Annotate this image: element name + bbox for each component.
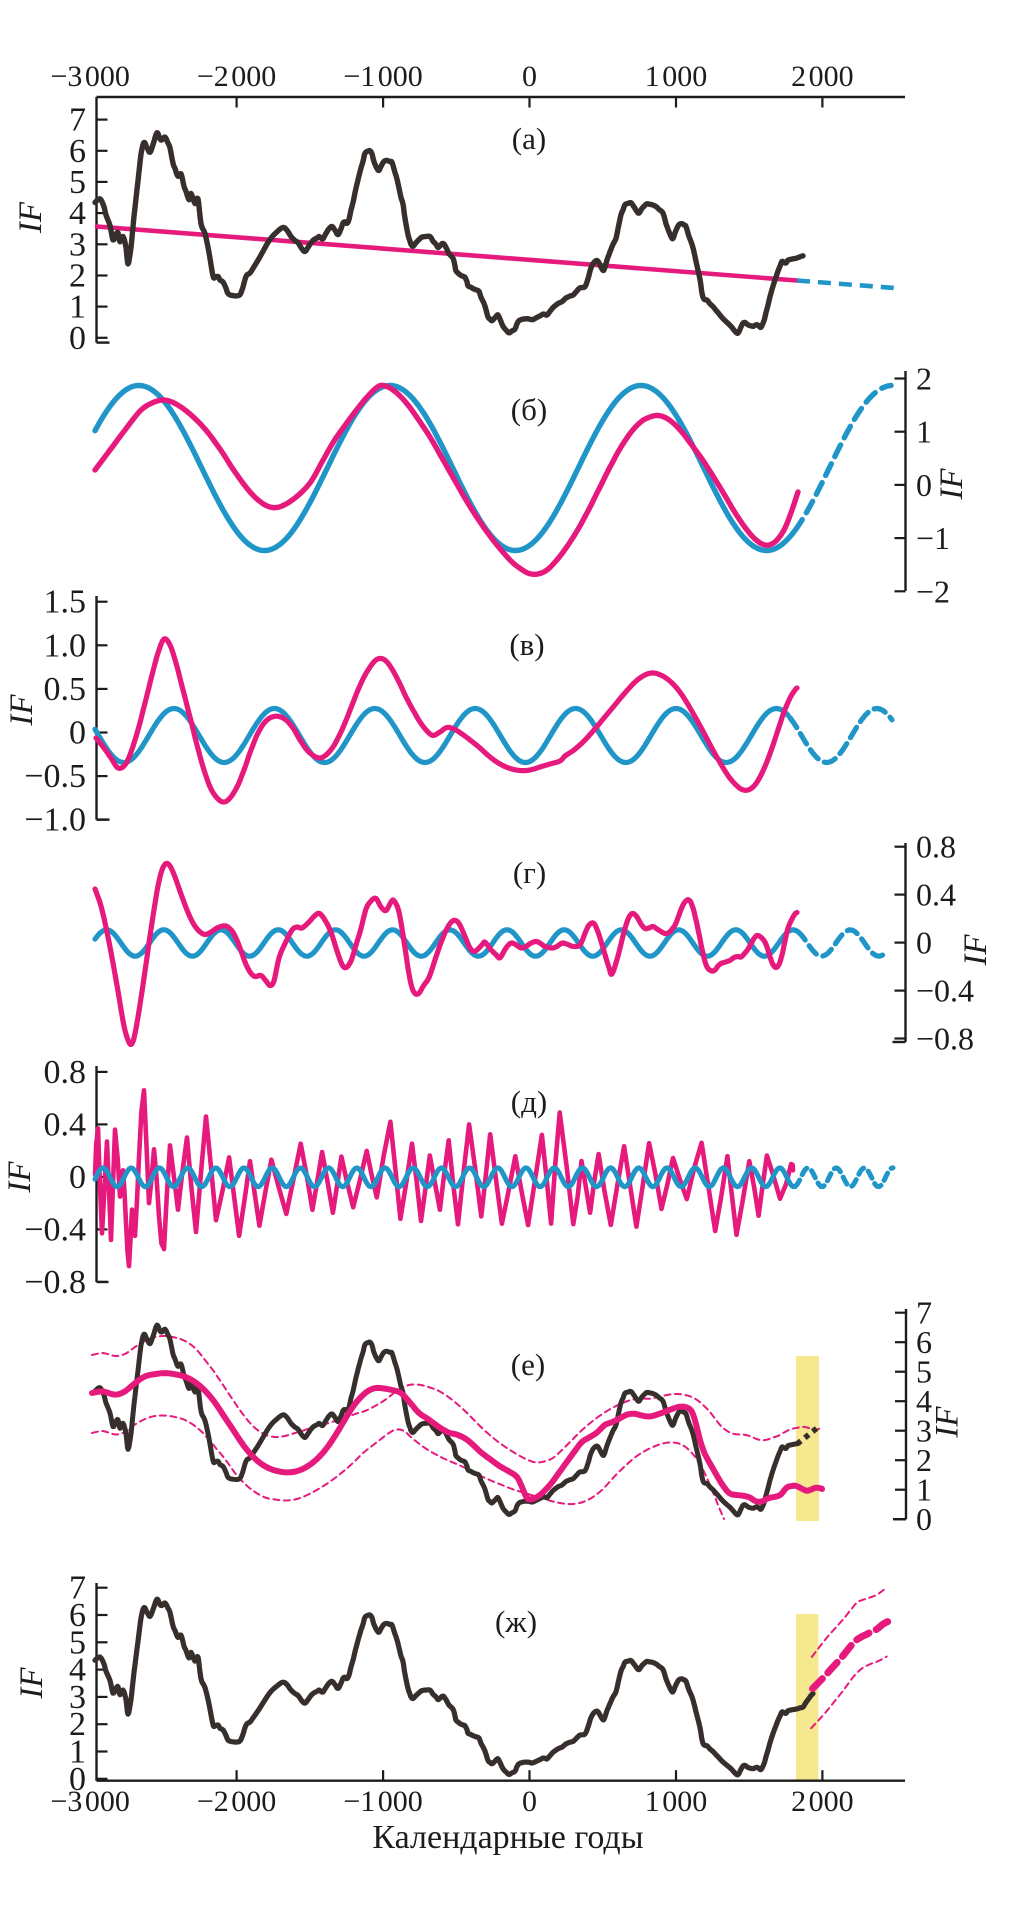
svg-text:−1: −1 xyxy=(916,520,950,556)
svg-text:2: 2 xyxy=(916,361,932,397)
svg-text:1: 1 xyxy=(916,1472,932,1508)
svg-text:IF: IF xyxy=(14,1667,50,1700)
svg-text:3: 3 xyxy=(916,1413,932,1449)
svg-text:5: 5 xyxy=(69,164,86,201)
svg-text:1: 1 xyxy=(69,1734,86,1771)
svg-text:IF: IF xyxy=(2,1161,38,1194)
svg-text:5: 5 xyxy=(69,1624,86,1661)
svg-text:0: 0 xyxy=(69,715,86,752)
svg-text:4: 4 xyxy=(916,1383,932,1419)
svg-text:2: 2 xyxy=(69,1706,86,1743)
svg-text:3: 3 xyxy=(69,226,86,263)
svg-text:−0.4: −0.4 xyxy=(24,1211,86,1248)
svg-text:−2: −2 xyxy=(916,573,950,609)
svg-text:0.8: 0.8 xyxy=(44,1054,87,1091)
svg-text:1.0: 1.0 xyxy=(44,627,87,664)
svg-text:7: 7 xyxy=(69,102,86,139)
svg-text:Календарные годы: Календарные годы xyxy=(372,1819,643,1856)
svg-text:1 000: 1 000 xyxy=(645,60,708,93)
svg-text:2 000: 2 000 xyxy=(791,1785,854,1818)
svg-text:−3 000: −3 000 xyxy=(50,60,129,93)
svg-text:0: 0 xyxy=(522,1785,537,1818)
svg-text:−2 000: −2 000 xyxy=(197,1785,276,1818)
svg-text:0.5: 0.5 xyxy=(44,671,87,708)
svg-text:7: 7 xyxy=(916,1295,932,1331)
svg-text:(а): (а) xyxy=(512,121,546,156)
svg-text:6: 6 xyxy=(916,1324,932,1360)
svg-text:1.5: 1.5 xyxy=(44,584,87,621)
svg-text:IF: IF xyxy=(934,468,970,501)
svg-text:−2 000: −2 000 xyxy=(197,60,276,93)
svg-text:2: 2 xyxy=(69,258,86,295)
svg-text:0.4: 0.4 xyxy=(916,877,956,913)
svg-text:3: 3 xyxy=(69,1679,86,1716)
svg-text:5: 5 xyxy=(916,1354,932,1390)
svg-text:IF: IF xyxy=(4,694,40,727)
svg-text:(в): (в) xyxy=(509,627,544,662)
svg-text:0: 0 xyxy=(69,320,86,357)
svg-text:0: 0 xyxy=(916,467,932,503)
svg-text:(е): (е) xyxy=(511,1347,545,1382)
svg-text:0.8: 0.8 xyxy=(916,829,956,865)
svg-text:(ж): (ж) xyxy=(495,1604,537,1639)
svg-text:1: 1 xyxy=(916,414,932,450)
svg-text:−0.8: −0.8 xyxy=(916,1021,974,1057)
svg-text:−0.4: −0.4 xyxy=(916,973,974,1009)
svg-text:0: 0 xyxy=(916,925,932,961)
svg-text:2 000: 2 000 xyxy=(791,60,854,93)
svg-text:0: 0 xyxy=(916,1501,932,1537)
svg-text:4: 4 xyxy=(69,195,86,232)
svg-text:1: 1 xyxy=(69,289,86,326)
svg-text:−3 000: −3 000 xyxy=(50,1785,129,1818)
svg-text:−0.8: −0.8 xyxy=(24,1264,86,1301)
svg-text:IF: IF xyxy=(13,201,49,234)
svg-text:−1 000: −1 000 xyxy=(343,60,422,93)
svg-text:−0.5: −0.5 xyxy=(24,758,86,795)
svg-text:4: 4 xyxy=(69,1652,86,1689)
svg-text:7: 7 xyxy=(69,1570,86,1607)
svg-text:(г): (г) xyxy=(513,855,546,890)
svg-text:(д): (д) xyxy=(511,1084,547,1119)
svg-text:6: 6 xyxy=(69,1597,86,1634)
svg-text:IF: IF xyxy=(930,1406,966,1439)
svg-text:−1 000: −1 000 xyxy=(343,1785,422,1818)
svg-text:6: 6 xyxy=(69,133,86,170)
svg-text:2: 2 xyxy=(916,1442,932,1478)
svg-text:0.4: 0.4 xyxy=(44,1106,87,1143)
svg-text:−1.0: −1.0 xyxy=(24,802,86,839)
svg-text:0: 0 xyxy=(522,60,537,93)
svg-text:IF: IF xyxy=(958,934,994,967)
svg-text:0: 0 xyxy=(69,1159,86,1196)
svg-text:(б): (б) xyxy=(511,392,547,427)
svg-text:0: 0 xyxy=(69,1761,86,1798)
svg-text:1 000: 1 000 xyxy=(645,1785,708,1818)
